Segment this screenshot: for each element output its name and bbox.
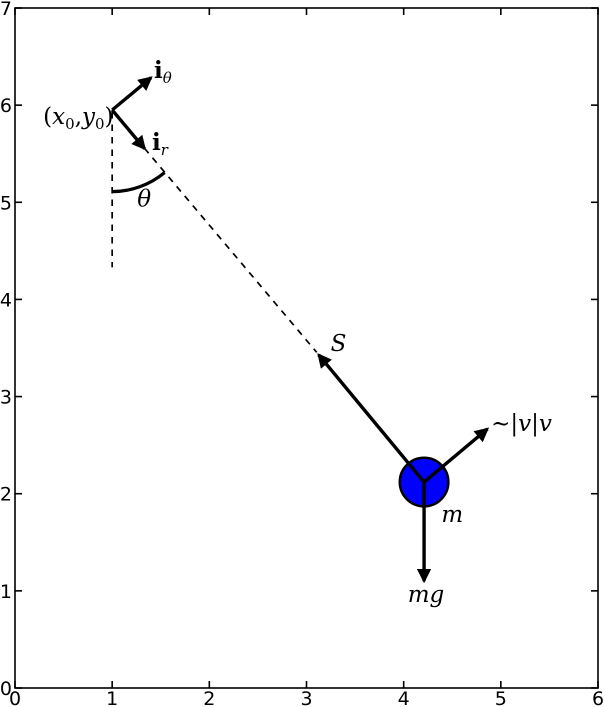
x-tick-label: 6 — [592, 688, 604, 707]
y-tick-label: 4 — [0, 289, 12, 311]
y-tick-label: 3 — [0, 387, 12, 409]
pendulum-string-line — [111, 109, 318, 353]
label-part: , — [75, 104, 82, 130]
y-tick-label: 7 — [0, 0, 12, 20]
weight-label: mg — [408, 582, 445, 608]
i-r-label: ir — [152, 129, 169, 159]
mass-label: m — [441, 502, 463, 528]
label-part: i — [152, 129, 161, 156]
label-part: ∼| — [491, 411, 518, 437]
drag-force-arrow — [422, 427, 490, 484]
y-tick-label: 1 — [0, 581, 12, 603]
label-part: r — [161, 141, 169, 159]
i-r-unit-vector-arrow — [110, 108, 146, 151]
x-tick-label: 2 — [203, 688, 215, 707]
y-tick-label: 2 — [0, 484, 12, 506]
string-tension-arrow — [317, 353, 426, 484]
label-part: ( — [43, 104, 52, 130]
label-part: x — [52, 104, 65, 130]
label-part: θ — [163, 69, 172, 87]
label-part: ) — [105, 104, 114, 130]
i-theta-unit-vector-arrow — [111, 76, 153, 112]
y-tick-label: 0 — [0, 678, 12, 700]
y-tick-label: 6 — [0, 95, 12, 117]
label-part: 0 — [95, 115, 105, 133]
label-part: | — [531, 411, 539, 437]
theta-angle-arc — [112, 171, 166, 194]
drag-label: ∼|v|v — [491, 411, 552, 437]
x-tick-label: 3 — [300, 688, 312, 707]
tension-label: S — [331, 331, 347, 357]
i-theta-label: iθ — [154, 57, 172, 87]
y-tick-label: 5 — [0, 192, 12, 214]
ticks-group — [14, 7, 599, 689]
label-part: v — [518, 411, 531, 437]
label-part: θ — [137, 186, 151, 212]
label-part: S — [331, 331, 347, 357]
label-part: 0 — [65, 115, 75, 133]
label-part: mg — [408, 582, 445, 608]
label-part: v — [539, 411, 552, 437]
label-part: m — [441, 502, 463, 528]
theta-angle-label: θ — [137, 186, 151, 212]
x-tick-label: 4 — [398, 688, 410, 707]
label-part: i — [154, 57, 163, 84]
x-tick-label: 5 — [495, 688, 507, 707]
x-tick-label: 0 — [9, 688, 21, 707]
pivot-coordinates-label: (x0,y0) — [43, 104, 113, 133]
label-part: y — [81, 104, 96, 130]
x-tick-label: 1 — [106, 688, 118, 707]
